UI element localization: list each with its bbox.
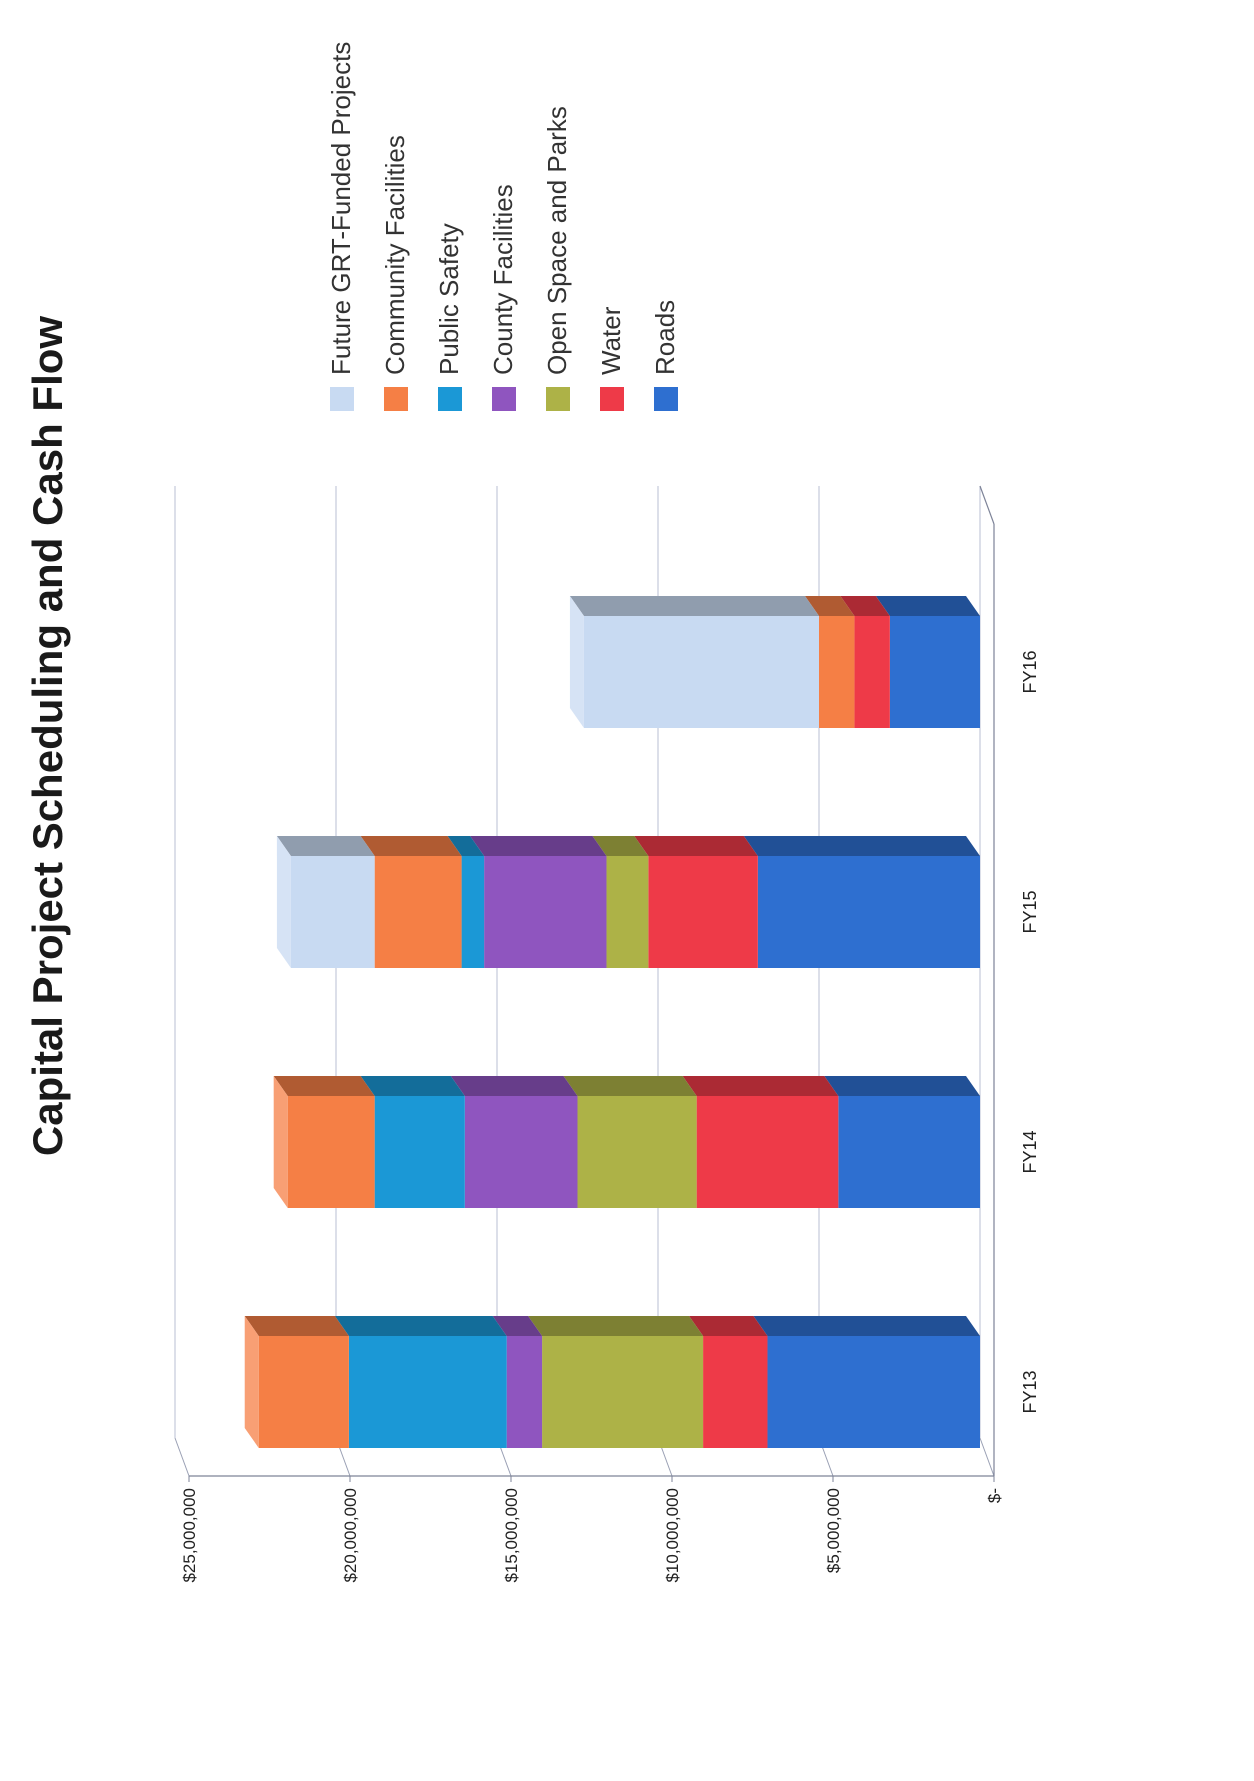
bar-side-FY15-1 <box>634 836 758 856</box>
bar-segment-FY13-3 <box>506 1336 543 1448</box>
legend-swatch <box>600 387 624 411</box>
bars <box>244 596 981 1448</box>
bar-side-FY15-6 <box>276 836 375 856</box>
bar-segment-FY14-3 <box>464 1096 578 1208</box>
bar-side-FY16-5 <box>805 596 855 616</box>
x-tick-label: FY16 <box>1020 650 1040 693</box>
y-tick-label: $25,000,000 <box>180 1488 199 1583</box>
y-tick-label: $5,000,000 <box>824 1488 843 1573</box>
bar-segment-FY14-4 <box>374 1096 465 1208</box>
legend-item: County Facilities <box>488 184 518 411</box>
bar-segment-FY16-5 <box>819 616 855 728</box>
bar-segment-FY13-1 <box>703 1336 768 1448</box>
legend-item: Water <box>596 306 626 411</box>
bar-segment-FY16-0 <box>889 616 981 728</box>
legend-label: Roads <box>650 300 680 375</box>
legend-label: Public Safety <box>434 223 464 375</box>
bar-segment-FY15-5 <box>374 856 462 968</box>
y-tick-label: $20,000,000 <box>341 1488 360 1583</box>
bar-segment-FY14-0 <box>838 1096 980 1208</box>
bar-side-FY14-2 <box>563 1076 697 1096</box>
bar-side-FY13-0 <box>753 1316 980 1336</box>
x-axis-floor-edge <box>979 485 995 525</box>
bar-stack-FY15 <box>276 836 980 968</box>
bar-side-FY14-0 <box>824 1076 980 1096</box>
legend: Future GRT-Funded Projects Community Faci… <box>326 42 680 411</box>
x-tick-label: FY13 <box>1020 1370 1040 1413</box>
legend-label: Future GRT-Funded Projects <box>326 42 356 375</box>
bar-segment-FY14-1 <box>696 1096 839 1208</box>
bar-side-FY14-5 <box>273 1076 375 1096</box>
bar-segment-FY14-2 <box>577 1096 697 1208</box>
bar-top-FY16 <box>569 596 584 728</box>
axis-lines <box>189 485 995 1477</box>
bar-segment-FY15-2 <box>606 856 649 968</box>
bar-side-FY15-0 <box>743 836 980 856</box>
legend-label: Open Space and Parks <box>542 106 572 375</box>
bar-segment-FY13-4 <box>348 1336 507 1448</box>
bar-side-FY15-3 <box>470 836 607 856</box>
y-tick-label: $10,000,000 <box>663 1488 682 1583</box>
bar-side-FY16-0 <box>875 596 980 616</box>
bar-top-FY14 <box>273 1076 288 1208</box>
x-tick-label: FY14 <box>1020 1130 1040 1173</box>
legend-item: Public Safety <box>434 223 464 411</box>
legend-label: County Facilities <box>488 184 518 375</box>
legend-item: Open Space and Parks <box>542 106 572 411</box>
bar-stack-FY13 <box>244 1316 980 1448</box>
bar-segment-FY16-6 <box>583 616 819 728</box>
bar-side-FY14-4 <box>360 1076 465 1096</box>
bar-side-FY13-1 <box>689 1316 768 1336</box>
bar-segment-FY13-2 <box>542 1336 704 1448</box>
bar-stack-FY16 <box>569 596 981 728</box>
bar-segment-FY15-3 <box>484 856 607 968</box>
bar-side-FY13-2 <box>528 1316 704 1336</box>
bar-segment-FY15-0 <box>757 856 980 968</box>
legend-swatch <box>492 387 516 411</box>
gridline-floor <box>979 1437 995 1477</box>
legend-swatch <box>438 387 462 411</box>
bar-segment-FY15-1 <box>648 856 758 968</box>
bar-side-FY13-5 <box>244 1316 349 1336</box>
chart-title: Capital Project Scheduling and Cash Flow <box>24 316 71 1156</box>
bar-side-FY13-4 <box>334 1316 507 1336</box>
gridline-floor <box>174 1437 190 1477</box>
legend-label: Water <box>596 306 626 375</box>
x-axis-ticks: FY13 FY14 FY15 FY16 <box>1020 650 1040 1413</box>
bar-segment-FY13-0 <box>767 1336 980 1448</box>
bar-side-FY14-1 <box>682 1076 839 1096</box>
bar-segment-FY15-6 <box>290 856 375 968</box>
bar-stack-FY14 <box>273 1076 980 1208</box>
bar-side-FY16-6 <box>569 596 819 616</box>
bar-side-FY16-1 <box>840 596 890 616</box>
y-tick-label: $15,000,000 <box>502 1488 521 1583</box>
bar-side-FY13-3 <box>492 1316 543 1336</box>
bar-segment-FY13-5 <box>258 1336 349 1448</box>
legend-item: Roads <box>650 300 680 411</box>
legend-item: Future GRT-Funded Projects <box>326 42 356 411</box>
bar-segment-FY16-1 <box>854 616 890 728</box>
bar-top-FY13 <box>244 1316 259 1448</box>
legend-swatch <box>546 387 570 411</box>
bar-segment-FY14-5 <box>287 1096 375 1208</box>
bar-top-FY15 <box>276 836 291 968</box>
bar-segment-FY15-4 <box>461 856 485 968</box>
y-tick-label: $- <box>985 1488 1004 1503</box>
legend-item: Community Facilities <box>380 135 410 411</box>
legend-swatch <box>330 387 354 411</box>
y-axis-ticks: $- $5,000,000 $10,000,000 $15,000,000 $20,00… <box>180 1476 1004 1583</box>
bar-side-FY15-5 <box>360 836 462 856</box>
bar-side-FY14-3 <box>450 1076 578 1096</box>
legend-swatch <box>384 387 408 411</box>
legend-swatch <box>654 387 678 411</box>
x-tick-label: FY15 <box>1020 890 1040 933</box>
legend-label: Community Facilities <box>380 135 410 375</box>
bar-side-FY15-4 <box>447 836 485 856</box>
bar-side-FY15-2 <box>592 836 649 856</box>
